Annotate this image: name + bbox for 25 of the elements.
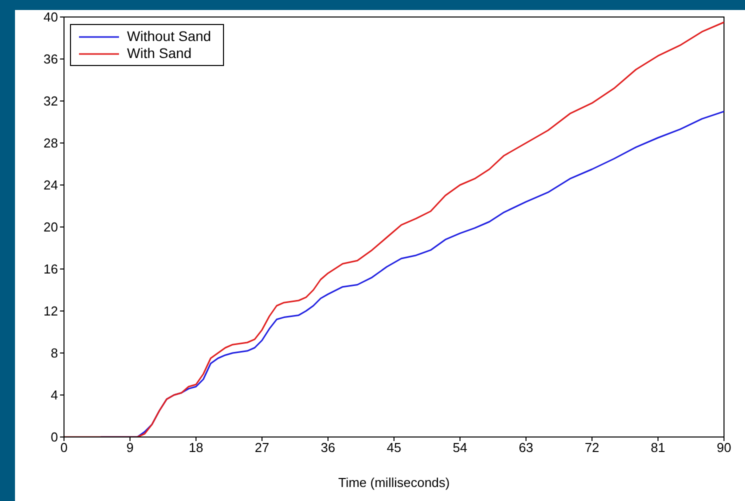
x-tick-label: 90 — [716, 440, 732, 456]
y-tick-label: 12 — [44, 304, 58, 319]
y-tick-label: 8 — [50, 346, 58, 361]
x-tick-label: 27 — [254, 440, 270, 456]
y-tick-label: 20 — [44, 220, 58, 235]
y-tick-label: 28 — [44, 136, 58, 151]
y-tick-label: 36 — [44, 52, 58, 67]
y-tick-label: 24 — [44, 178, 58, 193]
x-tick-label: 63 — [518, 440, 534, 456]
legend-label: Without Sand — [127, 28, 212, 45]
y-tick-label: 0 — [50, 430, 58, 445]
x-tick-label: 36 — [320, 440, 336, 456]
x-tick-label: 72 — [584, 440, 600, 456]
x-tick-label: 0 — [60, 440, 68, 456]
x-tick-label: 18 — [188, 440, 204, 456]
x-tick-label: 81 — [650, 440, 666, 456]
x-tick-label: 45 — [386, 440, 402, 456]
y-tick-label: 4 — [50, 388, 58, 403]
x-tick-label: 54 — [452, 440, 468, 456]
x-tick-label: 9 — [126, 440, 134, 456]
y-tick-label: 40 — [44, 10, 58, 25]
y-tick-label: 16 — [44, 262, 58, 277]
x-axis-title: Time (milliseconds) — [338, 475, 450, 490]
legend-label: With Sand — [127, 45, 192, 62]
y-tick-label: 32 — [44, 94, 58, 109]
